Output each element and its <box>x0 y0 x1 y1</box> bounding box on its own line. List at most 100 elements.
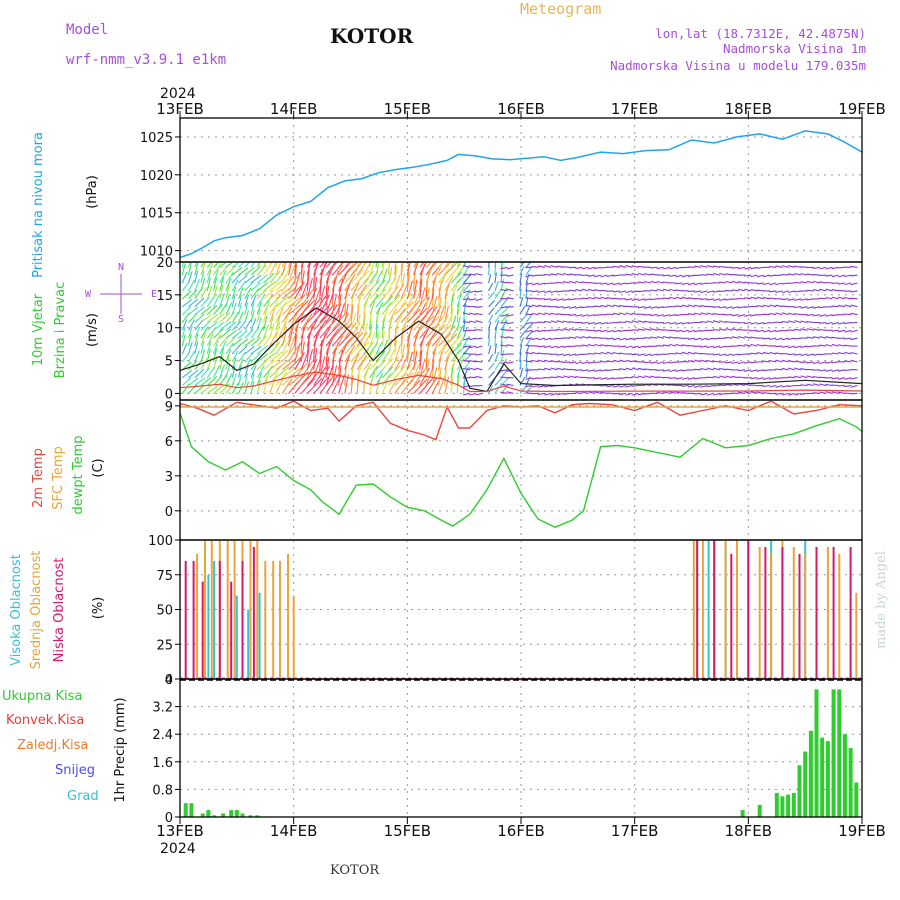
wind-arrow <box>188 289 198 300</box>
wind-arrow <box>438 296 442 315</box>
wind-arrow <box>612 274 620 277</box>
wind-arrow <box>406 371 421 386</box>
wind-arrow <box>419 315 435 331</box>
wind-arrow <box>606 344 614 347</box>
wind-arrow <box>488 291 495 300</box>
wind-arrow <box>800 392 808 395</box>
wind-arrow <box>431 367 438 386</box>
wind-arrow <box>650 375 658 379</box>
wind-arrow <box>812 353 821 356</box>
wind-arrow <box>706 376 714 379</box>
wind-arrow <box>787 265 796 268</box>
wind-arrow <box>469 392 477 396</box>
wind-arrow <box>700 265 708 268</box>
wind-arrow <box>712 375 721 379</box>
wind-arrow <box>844 384 852 388</box>
cloud-high-bar <box>707 540 710 679</box>
wind-arrow <box>475 353 483 356</box>
wind-arrow <box>363 262 366 268</box>
wind-arrow <box>644 353 652 357</box>
wind-arrow <box>625 320 633 324</box>
wind-arrow <box>838 391 845 394</box>
wind-arrow <box>594 343 602 347</box>
wind-arrow <box>575 328 583 331</box>
wind-arrow <box>506 297 514 300</box>
wind-arrow <box>556 337 564 340</box>
wind-arrow <box>381 358 393 371</box>
precip-bar <box>740 810 745 817</box>
wind-arrow <box>700 290 708 294</box>
wind-arrow <box>444 314 453 331</box>
wind-arrow <box>475 298 483 302</box>
wind-arrow <box>250 373 255 386</box>
wind-arrow <box>188 279 195 292</box>
compass-north: N <box>118 262 124 273</box>
precip-bar <box>255 815 260 817</box>
wind-arrow <box>294 377 308 394</box>
wind-arrow <box>769 282 777 286</box>
wind-arrow <box>619 290 627 294</box>
wind-arrow <box>837 344 846 347</box>
precip-label-conv: Konvek.Kisa <box>6 713 84 728</box>
wind-arrow <box>194 326 201 339</box>
wind-arrow <box>756 369 764 372</box>
wind-arrow <box>781 359 789 363</box>
wind-arrow <box>619 377 627 379</box>
wind-arrow <box>806 353 814 357</box>
wind-arrow <box>488 337 490 347</box>
wind-arrow <box>769 351 777 355</box>
wind-arrow <box>200 296 210 308</box>
wind-arrow <box>244 319 252 331</box>
wind-arrow <box>575 361 583 365</box>
wind-arrow <box>475 345 483 349</box>
wind-arrow <box>619 352 627 355</box>
wind-arrow <box>606 369 614 371</box>
wind-arrow <box>419 377 434 394</box>
wind-arrow <box>363 341 375 355</box>
wind-arrow <box>694 337 702 341</box>
wind-arrow <box>181 290 192 300</box>
wind-arrow <box>744 369 752 372</box>
wind-arrow <box>194 377 206 386</box>
cloud-mid-bar <box>292 595 295 679</box>
wind-arrow <box>687 304 696 308</box>
wind-arrow <box>438 324 452 339</box>
wind-arrow <box>550 392 558 396</box>
wind-arrow <box>556 375 564 379</box>
wind-arrow <box>350 269 365 284</box>
wind-arrow <box>737 314 746 317</box>
wind-arrow <box>725 298 733 301</box>
wind-arrow <box>587 361 596 364</box>
wind-arrow <box>669 343 677 347</box>
cloud-mid-bar <box>838 553 841 679</box>
wind-arrow <box>706 273 714 276</box>
wind-ytick-label: 5 <box>165 355 173 370</box>
wind-arrow <box>194 368 205 379</box>
cloud-mid-bar <box>692 540 695 679</box>
wind-arrow <box>237 294 242 307</box>
wind-arrow <box>444 368 447 386</box>
wind-arrow <box>669 336 677 339</box>
cloud-mid-bar <box>770 553 773 679</box>
wind-arrow <box>681 282 689 285</box>
wind-arrow <box>400 282 409 300</box>
wind-arrow <box>531 297 539 300</box>
cloud-low-bar <box>184 560 187 679</box>
wind-arrow <box>363 279 375 292</box>
wind-arrow <box>450 263 462 276</box>
wind-arrow <box>400 273 406 292</box>
wind-arrow <box>256 365 265 378</box>
precip-ytick-label: 0 <box>165 811 173 826</box>
cloud-ytick-label: 75 <box>156 569 173 584</box>
wind-arrow <box>506 383 514 387</box>
wind-arrow <box>225 364 231 378</box>
wind-arrow <box>619 282 627 285</box>
cloud-label-low: Niska Oblacnost <box>52 558 67 663</box>
wind-arrow <box>700 282 708 285</box>
wind-arrow <box>250 282 261 292</box>
wind-arrow <box>712 360 720 363</box>
wind-arrow <box>381 308 389 323</box>
wind-arrow <box>488 345 492 355</box>
wind-arrow <box>694 265 702 268</box>
